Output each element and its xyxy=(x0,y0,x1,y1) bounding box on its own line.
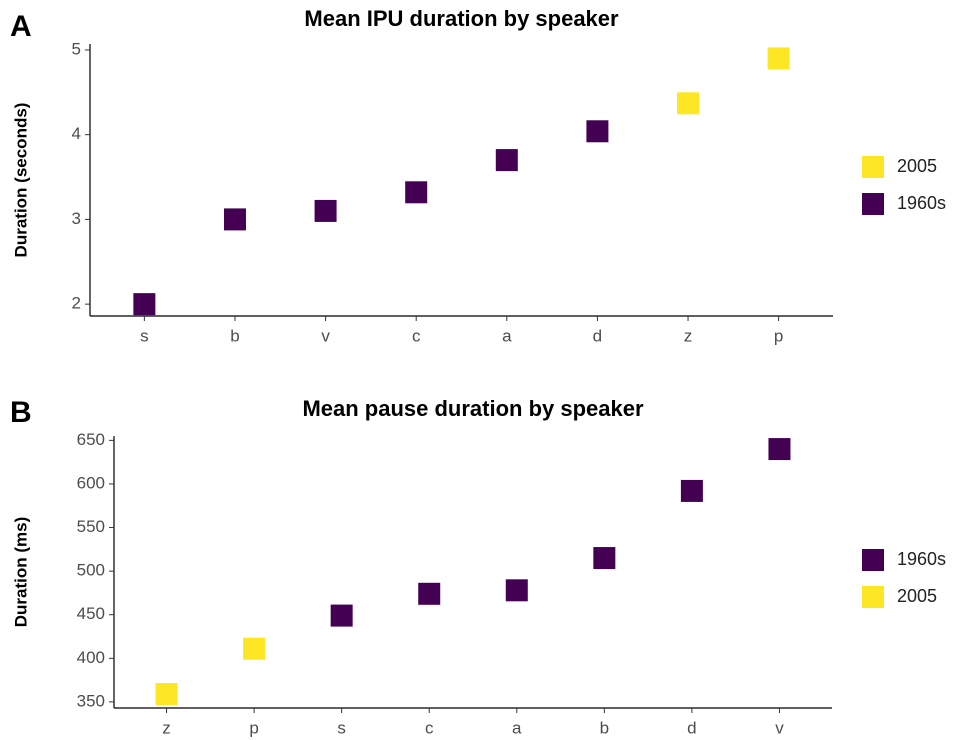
point xyxy=(330,604,353,627)
x-tick-label: b xyxy=(600,718,609,737)
x-tick-label: d xyxy=(687,718,696,737)
point xyxy=(505,579,528,602)
y-tick-label: 4 xyxy=(72,124,81,143)
y-tick-label: 450 xyxy=(77,604,105,623)
point xyxy=(677,92,700,115)
legend-swatch xyxy=(862,156,884,178)
x-tick-label: z xyxy=(162,718,171,737)
x-tick-label: z xyxy=(684,326,693,345)
point xyxy=(243,637,266,660)
panel-label: A xyxy=(10,10,32,43)
point xyxy=(418,582,441,605)
x-tick-label: a xyxy=(502,326,512,345)
point xyxy=(314,199,337,222)
x-tick-label: s xyxy=(140,326,149,345)
point xyxy=(155,683,178,706)
x-tick-label: p xyxy=(774,326,783,345)
y-tick-label: 550 xyxy=(77,517,105,536)
point xyxy=(405,181,428,204)
x-tick-label: c xyxy=(412,326,421,345)
legend-label: 1960s xyxy=(897,193,946,213)
y-axis-title: Duration (seconds) xyxy=(11,103,30,258)
y-tick-label: 600 xyxy=(77,473,105,492)
y-tick-label: 400 xyxy=(77,648,105,667)
x-tick-label: a xyxy=(512,718,522,737)
y-tick-label: 3 xyxy=(72,209,81,228)
point xyxy=(223,208,246,231)
x-tick-label: v xyxy=(321,326,330,345)
point xyxy=(767,47,790,70)
y-tick-label: 2 xyxy=(72,294,81,313)
y-tick-label: 650 xyxy=(77,430,105,449)
chart-title: Mean pause duration by speaker xyxy=(302,396,644,421)
chart-title: Mean IPU duration by speaker xyxy=(304,6,619,31)
point xyxy=(586,120,609,143)
legend-label: 2005 xyxy=(897,586,937,606)
legend-label: 1960s xyxy=(897,549,946,569)
x-tick-label: v xyxy=(775,718,784,737)
panel-label: B xyxy=(10,396,32,429)
legend-swatch xyxy=(862,586,884,608)
legend-swatch xyxy=(862,549,884,571)
point xyxy=(133,293,156,316)
x-tick-label: c xyxy=(425,718,434,737)
y-tick-label: 500 xyxy=(77,561,105,580)
legend-swatch xyxy=(862,193,884,215)
x-tick-label: d xyxy=(593,326,602,345)
y-tick-label: 5 xyxy=(72,39,81,58)
point xyxy=(768,438,791,461)
y-tick-label: 350 xyxy=(77,691,105,710)
point xyxy=(680,479,703,502)
x-tick-label: p xyxy=(249,718,258,737)
point xyxy=(495,149,518,172)
x-tick-label: s xyxy=(337,718,346,737)
legend-label: 2005 xyxy=(897,156,937,176)
x-tick-label: b xyxy=(230,326,239,345)
y-axis-title: Duration (ms) xyxy=(11,517,30,628)
point xyxy=(593,547,616,570)
